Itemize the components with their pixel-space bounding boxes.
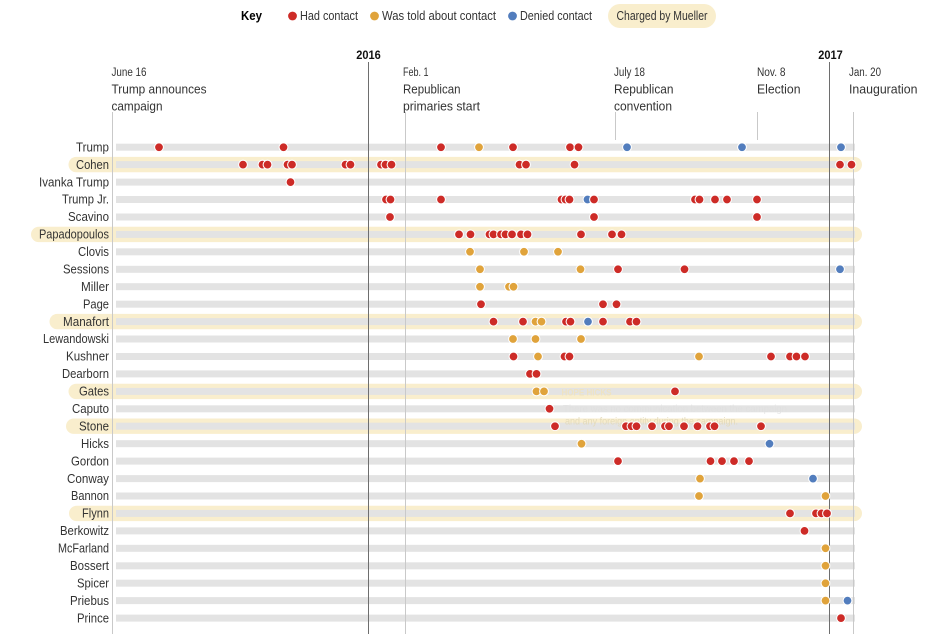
svg-text:Cohen: Cohen <box>76 158 109 172</box>
svg-text:campaign: campaign <box>112 99 163 114</box>
svg-text:Gordon: Gordon <box>71 454 109 468</box>
svg-text:Trump announces: Trump announces <box>112 81 207 96</box>
svg-text:Sessions: Sessions <box>63 263 109 277</box>
svg-text:convention: convention <box>614 99 672 114</box>
svg-text:Charged by Mueller: Charged by Mueller <box>617 9 708 23</box>
svg-text:Page: Page <box>83 297 109 311</box>
svg-text:HOPE HICKS: HOPE HICKS <box>562 388 612 399</box>
svg-text:Dearborn: Dearborn <box>62 367 109 381</box>
svg-text:Trump Jr.: Trump Jr. <box>62 193 109 207</box>
svg-text:McFarland: McFarland <box>58 542 109 556</box>
svg-text:Had contact: Had contact <box>300 9 358 23</box>
svg-text:Republican: Republican <box>403 81 461 96</box>
svg-text:Stone: Stone <box>79 419 109 433</box>
svg-text:Conway: Conway <box>67 472 110 486</box>
svg-text:Hicks: Hicks <box>81 437 109 451</box>
svg-text:Ivanka Trump: Ivanka Trump <box>39 175 109 189</box>
svg-text:June 16: June 16 <box>112 67 147 79</box>
svg-text:Jan. 20: Jan. 20 <box>849 67 881 79</box>
svg-text:Prince: Prince <box>77 611 109 625</box>
svg-text:There was no communication bet: There was no communication between the c… <box>563 403 787 415</box>
svg-text:Kushner: Kushner <box>66 350 109 364</box>
svg-text:Key: Key <box>241 8 263 23</box>
svg-text:2016: 2016 <box>356 50 381 62</box>
svg-text:Flynn: Flynn <box>82 507 109 521</box>
svg-text:Election: Election <box>757 81 801 96</box>
svg-text:Scavino: Scavino <box>68 210 109 224</box>
svg-text:Papadopoulos: Papadopoulos <box>39 228 109 242</box>
svg-text:Spicer: Spicer <box>77 576 109 590</box>
svg-text:Caputo: Caputo <box>72 402 109 416</box>
svg-text:Clovis: Clovis <box>78 245 109 259</box>
svg-text:Gates: Gates <box>79 385 109 399</box>
svg-text:Lewandowski: Lewandowski <box>43 332 109 346</box>
svg-text:Denied contact: Denied contact <box>520 9 592 23</box>
svg-text:Was told about contact: Was told about contact <box>382 9 496 23</box>
svg-text:Republican: Republican <box>614 81 674 96</box>
svg-text:Inauguration: Inauguration <box>849 81 918 96</box>
svg-text:July 18: July 18 <box>614 67 645 79</box>
svg-text:Bossert: Bossert <box>70 559 109 573</box>
svg-text:Bannon: Bannon <box>71 489 109 503</box>
svg-text:primaries start: primaries start <box>403 99 480 114</box>
svg-text:2017: 2017 <box>818 50 843 62</box>
svg-text:Miller: Miller <box>81 280 109 294</box>
svg-text:Feb. 1: Feb. 1 <box>403 67 429 79</box>
svg-text:Trump: Trump <box>76 140 109 154</box>
svg-text:Berkowitz: Berkowitz <box>60 524 109 538</box>
svg-text:Manafort: Manafort <box>63 315 109 329</box>
svg-text:Nov. 8: Nov. 8 <box>757 67 786 79</box>
svg-text:Priebus: Priebus <box>70 594 109 608</box>
